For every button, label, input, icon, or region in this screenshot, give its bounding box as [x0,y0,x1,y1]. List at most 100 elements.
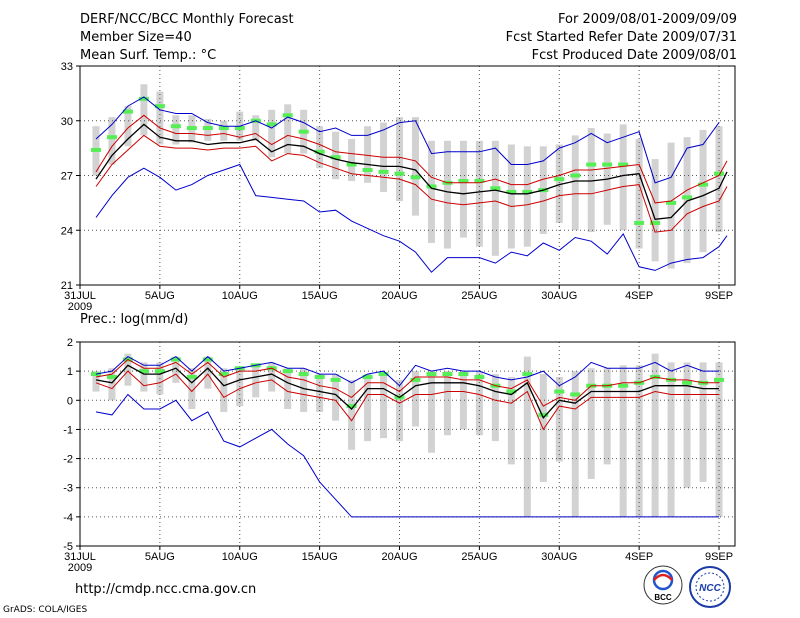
y-tick-label: -3 [63,483,73,495]
y-axis: -5 -4 -3 -2 -1 0 1 2 [63,337,80,553]
temp-variable-label: Mean Surf. Temp.: °C [80,48,217,63]
y-tick-label: 33 [61,61,73,73]
x-axis: 31JUL 5AUG 10AUG 15AUG 20AUG 25AUG 30AUG 4SEP 9S… [64,285,733,313]
series-line-min [95,393,719,518]
y-tick-label: 30 [61,116,73,128]
x-year-label: 2009 [68,562,92,574]
member-range-bar [92,371,100,392]
member-range-bar [683,362,691,488]
member-range-bar [268,109,276,158]
member-range-bar [140,362,148,392]
member-range-bar [204,356,212,389]
x-tick-label: 30AUG [541,290,577,302]
grads-credit: GrADS: COLA/IGES [3,605,88,615]
x-tick-label: 25AUG [461,551,497,563]
member-range-bar [587,128,595,233]
fcst-produced-date: Fcst Produced Date 2009/08/01 [531,48,737,63]
member-range-bar [124,106,132,147]
grid [80,66,735,285]
member-size: Member Size=40 [80,30,192,45]
member-range-bar [571,371,579,517]
member-range-bar [108,368,116,401]
bcc-logo-text: BCC [654,593,672,602]
x-tick-label: 31JUL [64,551,96,563]
x-tick-label: 5AUG [145,290,175,302]
series-line-min [95,163,728,273]
x-tick-label: 20AUG [381,551,417,563]
member-range-bar [284,104,292,154]
member-range-bar [619,124,627,231]
y-tick-label: 27 [61,171,73,183]
member-range-bar [491,140,499,256]
member-range-bar [188,368,196,410]
chart-title: DERF/NCC/BCC Monthly Forecast [80,12,294,27]
member-range-bar [651,159,659,262]
series-line-mean-minus-sd [95,134,728,233]
member-range-bar [507,376,515,465]
y-tick-label: 21 [61,280,73,292]
member-range-bar [699,129,707,253]
member-range-bar [715,126,723,233]
y-tick-label: -1 [63,424,73,436]
series-line-max [95,96,720,184]
member-range-bar [555,144,563,223]
ncc-logo: NCC [689,566,731,608]
member-range-bar [268,362,276,392]
forecast-period: For 2009/08/01-2009/09/09 [558,12,737,27]
footer-url[interactable]: http://cmdp.ncc.cma.gov.cn [75,582,257,597]
series-line-mean-plus-sd [95,114,728,204]
y-tick-label: 0 [67,395,73,407]
member-range-bar [316,126,324,169]
x-tick-label: 4SEP [625,290,653,302]
member-range-bar [252,115,260,141]
member-range-bar [507,144,515,249]
member-range-bar [635,139,643,249]
member-range-bar [220,120,228,141]
x-tick-label: 25AUG [461,290,497,302]
x-axis: 31JUL 5AUG 10AUG 15AUG 20AUG 25AUG 30AUG 4SEP 9S… [64,546,733,574]
bcc-logo: BCC [643,565,683,605]
x-tick-label: 31JUL [64,290,96,302]
member-range-bar [555,376,563,462]
y-tick-label: 1 [67,366,73,378]
member-range-bar [332,374,340,421]
fcst-started-date: Fcst Started Refer Date 2009/07/31 [505,30,737,45]
member-range-bar [396,117,404,202]
y-tick-label: 2 [67,337,73,349]
member-range-bar [380,374,388,439]
member-range-bar [491,374,499,442]
member-range-bar [587,368,595,479]
member-range-bar [571,135,579,231]
series-line-max [95,355,719,387]
member-range-bar [635,365,643,517]
member-range-bar [651,353,659,517]
member-range-bar [124,353,132,386]
member-range-bars [92,353,723,517]
member-range-bar [459,371,467,430]
member-range-bar [715,362,723,517]
series-line-ensemble-mean [95,364,719,419]
x-tick-label: 9SEP [705,551,733,563]
member-range-bar [427,140,435,244]
member-range-bar [523,356,531,517]
member-range-bar [667,142,675,269]
member-range-bar [140,84,148,136]
x-tick-label: 5AUG [145,551,175,563]
member-range-bars [92,84,723,269]
member-range-bar [539,374,547,482]
member-range-bar [364,126,372,183]
member-range-bar [411,117,419,216]
member-range-bar [108,117,116,165]
member-range-bar [348,139,356,181]
member-range-bar [172,115,180,145]
x-tick-label: 10AUG [222,551,258,563]
precipitation-panel: -5 -4 -3 -2 -1 0 1 2 31JUL 5AUG 10AUG 15AUG 20AUG 25A… [63,337,736,574]
member-range-bar [699,362,707,482]
x-tick-label: 10AUG [222,290,258,302]
member-range-bar [603,368,611,465]
member-range-bar [300,368,308,412]
x-tick-label: 9SEP [705,290,733,302]
member-range-bar [443,371,451,436]
